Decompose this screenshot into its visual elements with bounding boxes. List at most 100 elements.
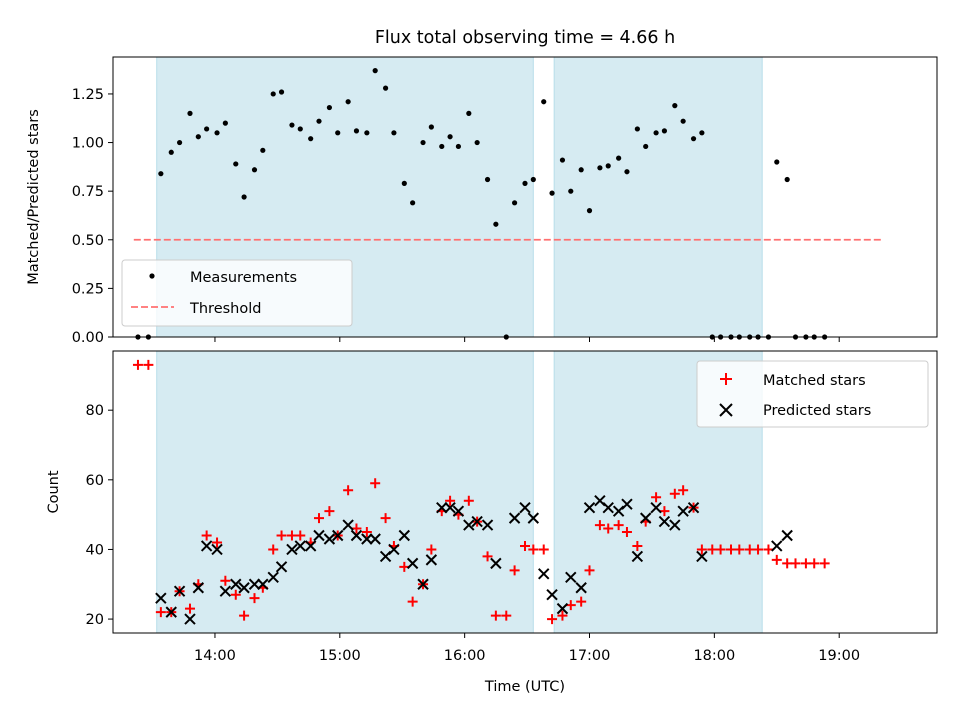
x-tick-label: 19:00 — [818, 648, 860, 664]
measurement-point — [634, 126, 640, 132]
measurement-point — [233, 161, 239, 167]
predicted-star-marker — [304, 540, 317, 552]
predicted-star-marker — [583, 501, 596, 514]
measurement-point — [699, 130, 705, 136]
y-tick-label: 0.25 — [72, 281, 104, 297]
shaded-interval — [156, 350, 534, 634]
y-tick-label: 1.25 — [72, 87, 104, 103]
measurement-point — [653, 130, 659, 136]
matched-star-marker — [734, 544, 745, 555]
bottom-x-axis-label: Time (UTC) — [484, 679, 565, 695]
matched-star-marker — [547, 614, 558, 625]
predicted-star-marker — [471, 515, 483, 528]
measurement-point — [222, 120, 228, 126]
matched-star-marker — [132, 359, 143, 370]
matched-star-marker — [184, 603, 195, 614]
top-legend: Measurements Threshold — [121, 259, 353, 327]
matched-star-marker — [659, 506, 670, 517]
predicted-star-marker — [546, 588, 558, 601]
predicted-star-marker — [388, 543, 400, 556]
measurement-point — [187, 110, 193, 116]
matched-star-marker — [576, 596, 587, 607]
measurement-point — [251, 167, 258, 173]
matched-star-marker — [501, 610, 512, 621]
predicted-star-marker — [406, 557, 419, 570]
measurement-point — [455, 143, 462, 150]
legend-label-threshold: Threshold — [189, 301, 261, 317]
matched-star-marker — [790, 558, 801, 569]
matched-star-marker — [239, 610, 250, 621]
predicted-star-marker — [369, 533, 381, 545]
bottom-x-axis: 14:00 15:00 16:00 17:00 18:00 19:00 — [194, 633, 860, 664]
predicted-star-marker — [463, 519, 475, 531]
matched-star-marker — [763, 544, 774, 555]
predicted-star-marker — [771, 540, 783, 552]
matched-star-marker — [380, 513, 391, 524]
predicted-star-marker — [230, 578, 242, 590]
legend-marker-matched-stars — [720, 373, 732, 385]
matched-star-marker — [445, 495, 456, 506]
predicted-star-marker — [556, 602, 569, 615]
measurement-point — [466, 110, 472, 116]
bottom-legend-box — [696, 360, 929, 428]
predicted-star-marker — [238, 582, 250, 594]
measurement-point — [672, 103, 678, 109]
measurement-point — [176, 139, 183, 146]
matched-star-marker — [407, 596, 418, 607]
measurement-point — [345, 99, 351, 105]
matched-star-marker — [351, 523, 362, 534]
predicted-star-marker — [575, 582, 587, 594]
y-tick-label: 80 — [86, 403, 104, 419]
measurement-point — [260, 147, 266, 153]
predicted-star-marker — [490, 557, 502, 570]
matched-star-marker — [520, 540, 530, 551]
predicted-star-marker — [248, 578, 261, 590]
predicted-star-marker — [425, 554, 438, 566]
predicted-star-marker — [155, 592, 167, 604]
x-tick-label: 16:00 — [444, 648, 486, 664]
predicted-star-marker — [677, 505, 689, 517]
measurement-point — [297, 126, 303, 132]
predicted-star-marker — [650, 501, 662, 514]
matched-star-marker — [343, 485, 354, 496]
measurement-point — [530, 176, 536, 183]
bottom-legend: Matched stars Predicted stars — [696, 360, 929, 428]
matched-star-marker — [399, 561, 410, 572]
legend-marker-predicted-stars — [719, 403, 733, 417]
matched-star-marker — [565, 600, 576, 611]
predicted-star-marker — [481, 519, 494, 531]
predicted-star-marker — [200, 540, 213, 552]
matched-star-marker — [669, 488, 680, 499]
measurement-point — [568, 188, 574, 194]
matched-star-marker — [632, 540, 643, 551]
measurement-point — [278, 89, 285, 95]
measurement-point — [624, 169, 630, 175]
predicted-star-marker — [417, 578, 429, 590]
measurement-point — [289, 122, 295, 128]
measurement-point — [578, 167, 584, 173]
measurement-point — [308, 136, 314, 142]
predicted-star-marker — [184, 613, 196, 625]
legend-label-measurements: Measurements — [190, 270, 297, 286]
matched-star-marker — [220, 575, 231, 586]
matched-star-marker — [490, 610, 501, 621]
predicted-star-marker — [565, 571, 577, 584]
predicted-star-marker — [527, 512, 540, 524]
predicted-star-marker — [267, 571, 279, 584]
predicted-star-marker — [658, 515, 671, 528]
chart-title: Flux total observing time = 4.66 h — [375, 28, 675, 48]
matched-star-marker — [603, 523, 614, 534]
measurement-point — [168, 149, 174, 155]
predicted-star-marker — [669, 519, 681, 531]
matched-star-marker — [361, 527, 372, 538]
measurement-point — [335, 130, 341, 136]
predicted-star-marker — [165, 606, 177, 618]
matched-star-marker — [509, 565, 520, 576]
matched-star-marker — [771, 554, 782, 565]
bottom-y-axis: 20 40 60 80 — [86, 403, 113, 628]
matched-star-marker — [651, 492, 662, 503]
matched-star-marker — [155, 607, 166, 618]
measurement-point — [364, 130, 370, 136]
